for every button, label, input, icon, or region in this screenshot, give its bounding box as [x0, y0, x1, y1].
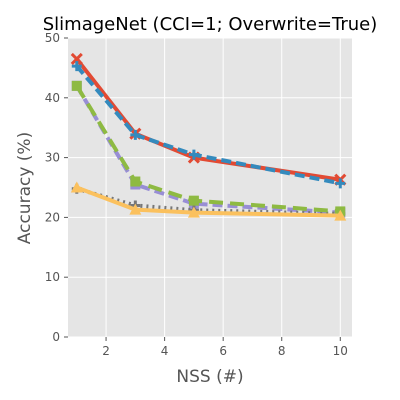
x-axis-label: NSS (#)	[176, 367, 243, 387]
data-point	[130, 176, 141, 187]
y-tick-label: 50	[45, 31, 60, 45]
y-tick-label: 40	[45, 91, 60, 105]
y-tick-label: 10	[45, 270, 60, 284]
data-point	[70, 52, 83, 65]
plot-area	[68, 38, 352, 337]
data-point	[70, 181, 83, 193]
x-tick-label: 2	[102, 344, 110, 358]
data-point	[187, 206, 200, 218]
data-point	[71, 61, 82, 72]
grid	[68, 37, 352, 338]
data-point	[188, 149, 199, 160]
series-layer	[70, 52, 347, 221]
x-tick-label: 4	[161, 344, 169, 358]
series-line	[76, 185, 341, 218]
series-line	[75, 84, 341, 215]
data-point	[129, 203, 142, 215]
series-line	[75, 64, 341, 186]
y-tick-label: 0	[52, 330, 60, 344]
axis-ticks: 2 4 6 8 10 0 10 20 30 40 50	[45, 31, 348, 358]
data-point	[130, 129, 141, 140]
data-point	[335, 178, 346, 189]
series-2	[71, 61, 346, 189]
series-6	[70, 181, 347, 221]
x-tick-label: 10	[333, 344, 348, 358]
data-point	[188, 195, 199, 206]
chart-title: SlimageNet (CCI=1; Overwrite=True)	[43, 14, 378, 35]
y-tick-label: 20	[45, 210, 60, 224]
y-axis-label: Accuracy (%)	[15, 132, 35, 244]
y-tick-label: 30	[45, 151, 60, 165]
x-tick-label: 8	[278, 344, 286, 358]
data-point	[71, 80, 82, 91]
data-point	[334, 209, 347, 221]
x-tick-label: 6	[219, 344, 227, 358]
